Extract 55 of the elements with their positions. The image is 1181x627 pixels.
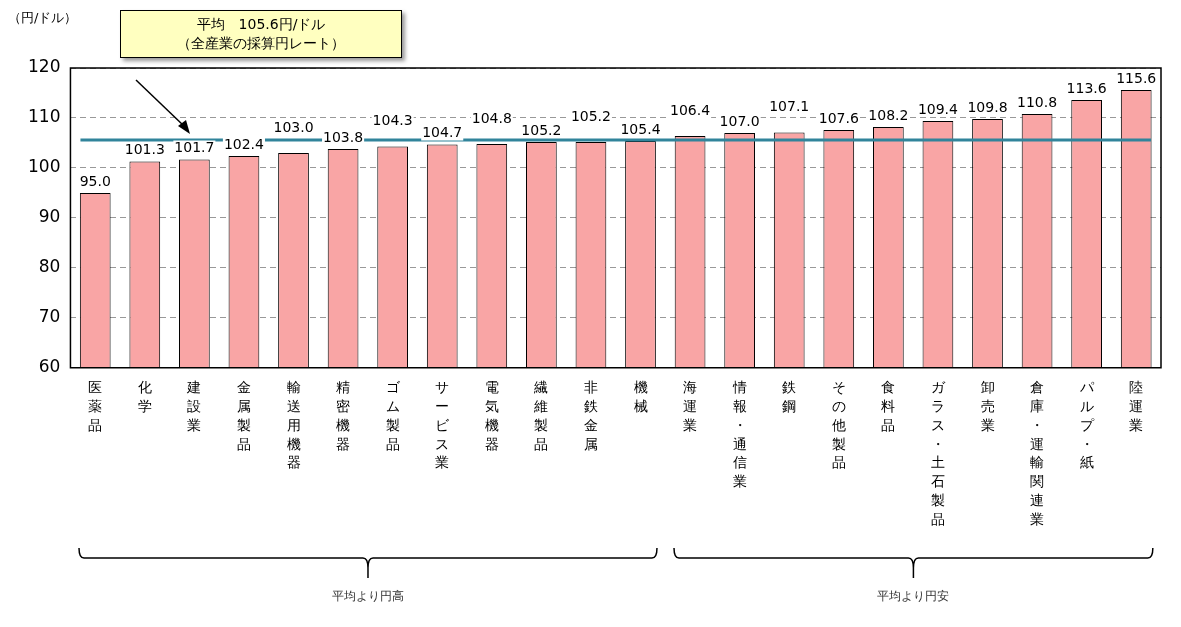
y-tick-label: 100 bbox=[27, 156, 61, 177]
y-tick-label: 70 bbox=[38, 306, 61, 327]
x-tick-label: 海運業 bbox=[683, 378, 698, 433]
data-label: 107.6 bbox=[818, 109, 859, 126]
data-label: 106.4 bbox=[670, 101, 711, 118]
data-label: 104.8 bbox=[471, 109, 512, 126]
x-tick-label: 精密機器 bbox=[336, 378, 351, 452]
data-label: 95.0 bbox=[79, 172, 111, 189]
x-tick-label: 医薬品 bbox=[88, 378, 103, 433]
x-tick-label: 鉄鋼 bbox=[782, 378, 797, 414]
data-label: 104.3 bbox=[372, 112, 413, 129]
x-tick-label: 機械 bbox=[633, 378, 648, 414]
y-tick-label: 60 bbox=[38, 356, 61, 377]
y-tick-label: 90 bbox=[38, 206, 61, 227]
data-label: 107.1 bbox=[769, 98, 810, 115]
data-label: 110.8 bbox=[1017, 93, 1058, 110]
data-label: 102.4 bbox=[223, 135, 265, 152]
data-label: 101.3 bbox=[124, 141, 165, 158]
x-tick-label: その他製品 bbox=[831, 378, 846, 471]
x-tick-label: サービス業 bbox=[435, 378, 451, 471]
x-tick-label: 建設業 bbox=[186, 378, 202, 433]
x-tick-label: 卸売業 bbox=[980, 378, 995, 433]
y-tick-label: 80 bbox=[38, 256, 61, 277]
text: 平均より円安 bbox=[876, 588, 951, 605]
x-tick-label: 繊維製品 bbox=[533, 378, 549, 452]
data-label: 105.4 bbox=[620, 120, 661, 137]
data-label: 115.6 bbox=[1116, 69, 1157, 86]
y-axis-title: （円/ドル） bbox=[8, 9, 78, 25]
y-tick-label: 110 bbox=[27, 106, 61, 127]
data-label: 101.7 bbox=[174, 139, 215, 156]
data-label: 105.2 bbox=[570, 107, 611, 124]
x-tick-label: 電気機器 bbox=[484, 378, 499, 452]
x-tick-label: 輸送用機器 bbox=[286, 378, 301, 471]
data-label: 113.6 bbox=[1066, 79, 1107, 96]
x-tick-label: パルプ・紙 bbox=[1078, 378, 1095, 471]
data-label: 104.7 bbox=[422, 124, 463, 141]
x-tick-label: 陸運業 bbox=[1129, 378, 1144, 433]
data-label: 108.2 bbox=[868, 106, 909, 123]
data-label: 103.0 bbox=[273, 118, 314, 135]
x-tick-label: 非鉄金属 bbox=[583, 378, 598, 452]
data-label: 103.8 bbox=[323, 128, 364, 145]
data-label: 109.4 bbox=[917, 100, 959, 117]
x-tick-label: ガラス・土石製品 bbox=[930, 378, 946, 528]
x-tick-label: 化学 bbox=[137, 378, 152, 414]
x-tick-label: 倉庫・運輸関連業 bbox=[1030, 378, 1045, 528]
x-tick-label: 食料品 bbox=[881, 378, 896, 433]
data-label: 105.2 bbox=[521, 121, 562, 138]
x-tick-label: 金属製品 bbox=[236, 378, 251, 452]
callout-box: 平均 105.6円/ドル （全産業の採算円レート） bbox=[120, 10, 402, 58]
text: 平均より円高 bbox=[330, 588, 405, 605]
data-label: 109.8 bbox=[967, 98, 1008, 115]
x-tick-label: ゴム製品 bbox=[385, 378, 401, 452]
y-tick-label: 120 bbox=[27, 56, 61, 77]
x-tick-label: 情報・通信業 bbox=[731, 378, 747, 490]
data-label: 107.0 bbox=[719, 112, 760, 129]
